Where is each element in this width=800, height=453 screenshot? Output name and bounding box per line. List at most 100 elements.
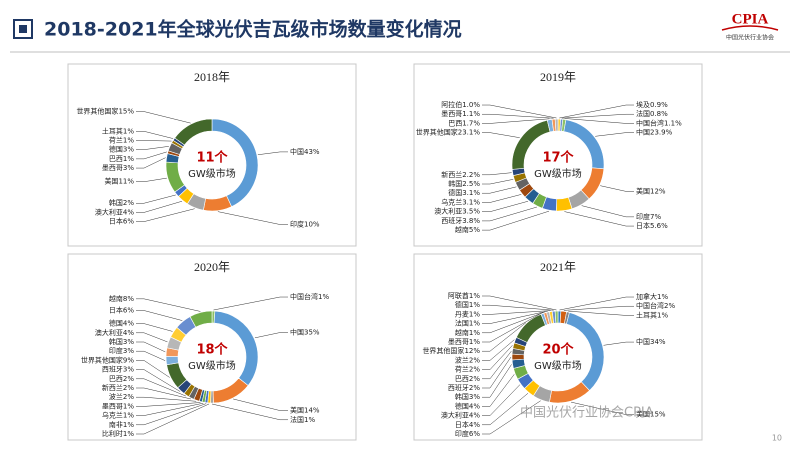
- label-value: 1%: [469, 338, 480, 346]
- logo: CPIA: [732, 11, 769, 27]
- logo-swoosh: [721, 25, 779, 31]
- label-category: 德国: [448, 188, 462, 197]
- label-value: 1%: [469, 310, 480, 318]
- watermark: 中国光伏行业协会CPIA: [520, 406, 654, 421]
- data-label: 新西兰2%: [102, 383, 134, 392]
- data-label: 韩国3%: [455, 392, 480, 401]
- data-label: 南非1%: [109, 420, 134, 429]
- label-value: 4%: [123, 208, 134, 216]
- label-category: 乌克兰: [441, 198, 462, 207]
- data-label: 波兰2%: [455, 355, 480, 364]
- center-count: 18个: [196, 342, 228, 358]
- label-category: 荷兰: [109, 135, 123, 144]
- chart-panel: 2019年埃及0.9%法国0.8%中国台湾1.1%中国23.9%美国12%印度7…: [413, 63, 703, 247]
- data-label: 中国台湾1.1%: [636, 118, 682, 127]
- label-value: 23.9%: [650, 129, 673, 137]
- leader-line: [482, 364, 512, 398]
- data-label: 巴西2%: [109, 375, 134, 383]
- label-category: 巴西: [109, 375, 123, 383]
- label-category: 墨西哥: [448, 338, 469, 346]
- label-category: 日本: [109, 217, 123, 226]
- leader-line: [136, 177, 167, 182]
- label-value: 1%: [469, 320, 480, 328]
- label-category: 墨西哥: [102, 164, 123, 172]
- charts: 2018年中国43%印度10%日本6%澳大利亚4%韩国2%美国11%墨西哥3%巴…: [67, 63, 703, 441]
- label-value: 1.1%: [664, 119, 682, 127]
- label-category: 印度: [636, 212, 650, 221]
- data-label: 巴西1.7%: [448, 119, 480, 127]
- leader-line: [482, 210, 550, 231]
- label-value: 1%: [469, 329, 480, 337]
- data-label: 墨西哥3%: [102, 164, 134, 172]
- data-label: 世界其他国家9%: [81, 355, 134, 364]
- data-label: 中国35%: [290, 328, 320, 337]
- leader-line: [600, 185, 634, 192]
- data-label: 法国0.8%: [636, 109, 668, 118]
- label-value: 9%: [123, 356, 134, 364]
- label-value: 3%: [123, 146, 134, 154]
- leader-line: [603, 341, 634, 346]
- chart-title: 2020年: [194, 260, 230, 274]
- label-category: 韩国: [448, 179, 462, 188]
- label-value: 2%: [469, 356, 480, 364]
- label-category: 西班牙: [441, 216, 462, 225]
- panel-frame: [67, 63, 357, 247]
- label-value: 3%: [469, 393, 480, 401]
- label-value: 1%: [123, 412, 134, 420]
- data-label: 德国1%: [455, 300, 480, 309]
- leader-line: [211, 403, 288, 421]
- data-label: 波兰2%: [109, 392, 134, 401]
- label-category: 德国: [109, 319, 123, 328]
- label-category: 中国: [636, 128, 650, 137]
- label-value: 1%: [304, 416, 315, 424]
- data-label: 乌克兰3.1%: [441, 198, 480, 207]
- data-label: 澳大利亚4%: [95, 328, 134, 337]
- data-label: 阿拉伯1.0%: [441, 100, 480, 109]
- data-label: 德国3.1%: [448, 188, 480, 197]
- label-value: 1%: [123, 136, 134, 144]
- data-label: 日本6%: [109, 217, 134, 226]
- leader-line: [213, 296, 288, 311]
- label-value: 1%: [123, 155, 134, 163]
- label-value: 4%: [469, 402, 480, 410]
- label-category: 巴西: [448, 119, 462, 127]
- leader-line: [136, 146, 169, 150]
- logo-subtitle: 中国光伏行业协会: [726, 34, 774, 42]
- center-count: 20个: [542, 342, 574, 358]
- leader-line: [564, 118, 634, 124]
- label-category: 日本: [455, 420, 469, 429]
- data-label: 中国43%: [290, 147, 320, 156]
- data-label: 西班牙3%: [102, 365, 134, 374]
- label-category: 印度: [109, 346, 123, 355]
- leader-line: [482, 206, 538, 222]
- data-label: 世界其他国家23.1%: [416, 128, 481, 137]
- label-value: 6%: [469, 430, 480, 438]
- data-label: 墨西哥1%: [102, 402, 134, 410]
- title-icon-core: [19, 25, 27, 33]
- label-category: 世界其他国家: [416, 128, 458, 137]
- label-value: 3.1%: [462, 189, 480, 197]
- data-label: 新西兰2.2%: [441, 170, 480, 179]
- label-category: 澳大利亚: [95, 207, 123, 216]
- leader-line: [482, 118, 550, 124]
- label-category: 日本: [109, 306, 123, 315]
- data-label: 德国4%: [455, 401, 480, 410]
- data-label: 印度10%: [290, 220, 320, 229]
- label-value: 4%: [123, 329, 134, 337]
- leader-line: [136, 403, 207, 426]
- leader-line: [482, 132, 520, 138]
- leader-line: [482, 374, 515, 407]
- label-category: 比利时: [102, 429, 123, 438]
- leader-line: [233, 398, 288, 411]
- label-value: 3%: [123, 347, 134, 355]
- chart-title: 2018年: [194, 70, 230, 84]
- leader-line: [482, 310, 551, 315]
- label-value: 2%: [469, 384, 480, 392]
- label-value: 3.1%: [462, 199, 480, 207]
- leader-line: [136, 360, 170, 378]
- label-category: 波兰: [109, 392, 123, 401]
- label-value: 7%: [650, 213, 661, 221]
- label-category: 法国: [455, 319, 469, 328]
- leader-line: [482, 356, 512, 389]
- data-label: 日本5.6%: [636, 221, 668, 230]
